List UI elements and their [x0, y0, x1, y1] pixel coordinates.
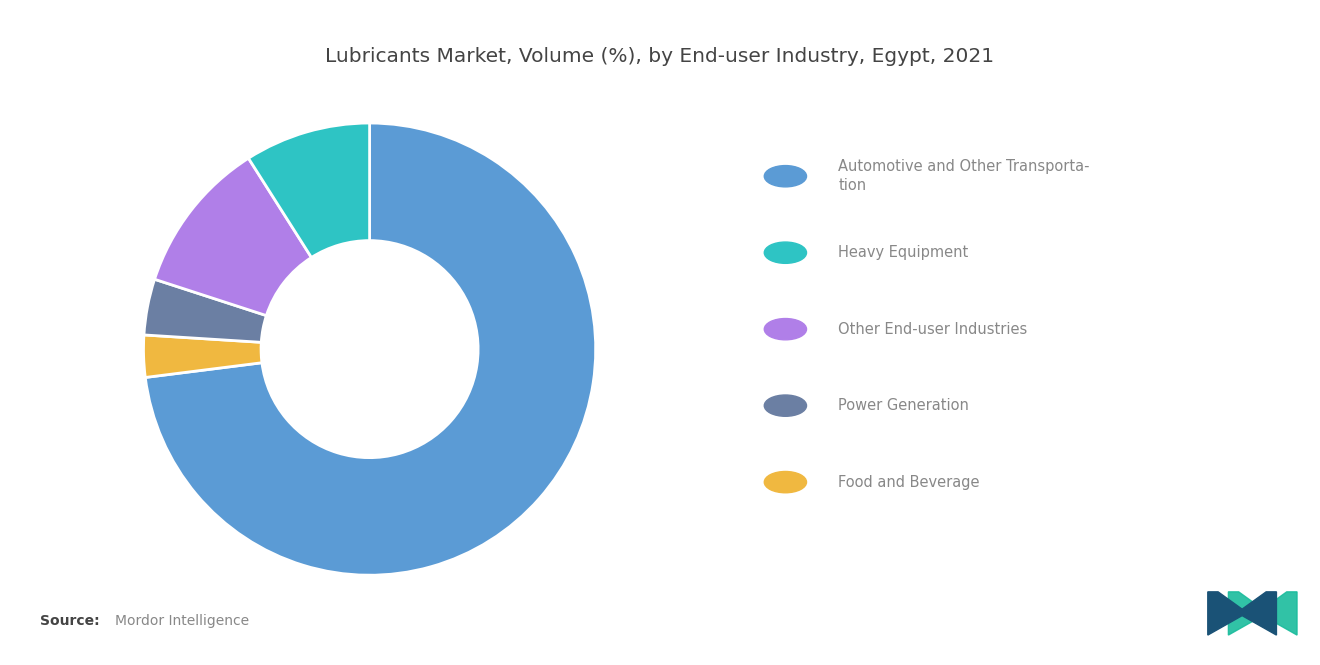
Wedge shape: [145, 123, 595, 575]
Text: Other End-user Industries: Other End-user Industries: [838, 322, 1027, 336]
Text: Heavy Equipment: Heavy Equipment: [838, 245, 969, 260]
Text: Lubricants Market, Volume (%), by End-user Industry, Egypt, 2021: Lubricants Market, Volume (%), by End-us…: [326, 47, 994, 66]
Text: Mordor Intelligence: Mordor Intelligence: [115, 614, 249, 628]
Text: Power Generation: Power Generation: [838, 398, 969, 413]
Wedge shape: [154, 158, 312, 316]
Wedge shape: [248, 123, 370, 257]
Wedge shape: [144, 279, 267, 342]
Text: Source:: Source:: [40, 614, 99, 628]
Text: Food and Beverage: Food and Beverage: [838, 475, 979, 489]
Wedge shape: [144, 335, 261, 378]
Text: Automotive and Other Transporta-
tion: Automotive and Other Transporta- tion: [838, 160, 1090, 193]
